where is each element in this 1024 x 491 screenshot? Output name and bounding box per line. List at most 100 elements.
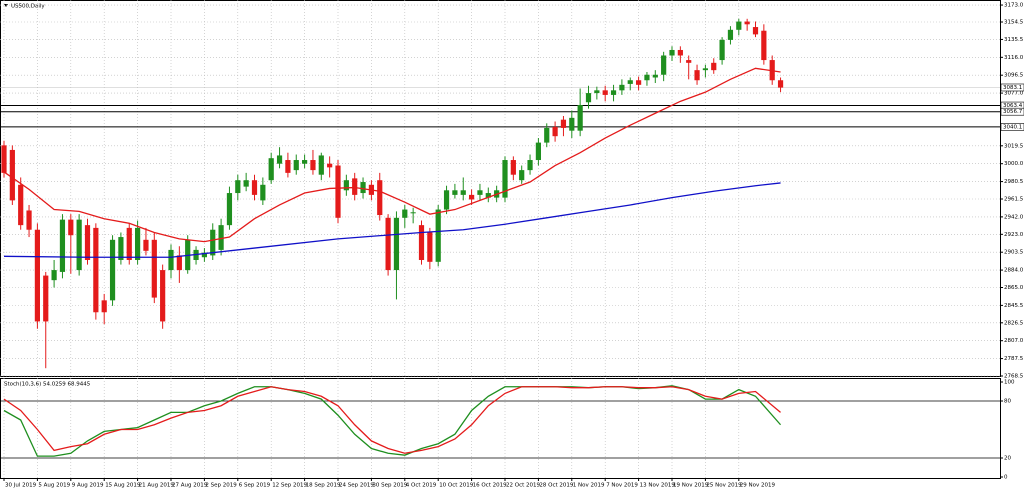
y-tick-label: 3077.0 [1004, 91, 1024, 97]
x-tick-label: 19 Nov 2019 [673, 483, 709, 489]
candle-body [135, 227, 141, 260]
candle-body [485, 193, 491, 198]
candle-body [393, 217, 400, 271]
candle-body [519, 170, 525, 181]
candle-body [93, 227, 99, 313]
candle-body [327, 163, 333, 168]
candle-body [610, 90, 617, 95]
candle-body [243, 180, 249, 187]
candle-body [360, 182, 366, 194]
level-label: 3040.1 [1003, 124, 1022, 130]
x-tick-label: 13 Nov 2019 [640, 483, 676, 489]
candle-body [210, 229, 216, 256]
candle-body [260, 184, 266, 201]
candle-body [18, 184, 24, 226]
candle-body [527, 160, 533, 171]
x-tick-label: 25 Nov 2019 [706, 483, 742, 489]
price-label: 3083.1 [1003, 85, 1022, 91]
candle-body [552, 127, 558, 137]
candle-body [694, 70, 700, 81]
y-tick-label: 2884.0 [1004, 268, 1024, 274]
candle-body [268, 158, 274, 181]
x-tick-label: 30 Sep 2019 [372, 483, 407, 489]
x-tick-label: 12 Sep 2019 [272, 483, 307, 489]
candle-body [235, 180, 241, 194]
candle-body [669, 49, 675, 56]
y-tick-label: 2807.0 [1004, 338, 1024, 344]
candle-body [218, 225, 224, 250]
x-tick-label: 5 Aug 2019 [38, 483, 70, 489]
x-tick-label: 28 Oct 2019 [539, 483, 574, 489]
candle-body [26, 210, 32, 230]
y-tick-label: 3000.0 [1004, 161, 1024, 167]
candle-body [377, 180, 383, 216]
y-tick-label: 3135.5 [1004, 37, 1024, 43]
candle-body [535, 142, 541, 161]
x-tick-label: 10 Oct 2019 [439, 483, 474, 489]
stoch-label: Stoch(10,3,6) 54.0259 68.9445 [4, 382, 91, 388]
x-tick-label: 21 Aug 2019 [139, 483, 175, 489]
candle-body [502, 160, 508, 198]
y-tick-label: 3173.0 [1004, 3, 1024, 9]
candle-body [427, 232, 433, 262]
y-tick-label: 2826.5 [1004, 320, 1024, 326]
candle-body [385, 217, 391, 271]
x-tick-label: 27 Aug 2019 [172, 483, 208, 489]
candle-body [594, 90, 600, 94]
x-tick-label: 7 Nov 2019 [606, 483, 638, 489]
candle-body [686, 60, 692, 63]
candle-body [636, 80, 642, 85]
candle-body [702, 68, 708, 71]
chart-title: US500,Daily [11, 4, 45, 10]
main-panel-frame [0, 0, 1001, 377]
candle-body [160, 270, 166, 322]
y-tick-label: 2787.5 [1004, 356, 1024, 362]
candle-body [109, 239, 116, 301]
candle-body [143, 239, 149, 251]
level-label-box [1000, 123, 1024, 131]
candle-body [402, 209, 408, 218]
candle-body [469, 194, 475, 200]
y-tick-label: 0 [1004, 475, 1008, 481]
stoch-line [3, 386, 781, 454]
candle-body [293, 160, 299, 171]
candle-body [168, 249, 174, 271]
candle-body [276, 155, 283, 164]
candle-body [302, 160, 308, 164]
candle-body [59, 219, 66, 272]
level-label-box [1000, 107, 1024, 116]
candle-body [544, 127, 550, 143]
candle-body [752, 27, 759, 35]
candle-body [410, 212, 416, 214]
y-tick-label: 20 [1004, 456, 1011, 462]
candle-body [9, 149, 15, 201]
candle-body [1, 145, 7, 173]
candle-body [201, 252, 207, 258]
y-tick-label: 2942.0 [1004, 214, 1024, 220]
candle-body [619, 84, 625, 91]
price-label-box [1000, 83, 1024, 92]
y-tick-label: 2923.0 [1004, 232, 1024, 238]
candle-body [335, 165, 341, 218]
candle-body [285, 160, 291, 173]
candle-body [43, 275, 49, 322]
candle-body [435, 209, 441, 262]
y-tick-label: 2980.5 [1004, 179, 1024, 185]
y-tick-label: 2961.5 [1004, 197, 1024, 203]
candle-body [76, 219, 82, 271]
candle-body [744, 21, 750, 25]
candle-body [151, 239, 157, 298]
candle-body [727, 29, 734, 40]
candle-body [719, 39, 725, 61]
y-tick-label: 3096.5 [1004, 73, 1024, 79]
y-tick-label: 3116.0 [1004, 55, 1024, 61]
candle-body [126, 227, 132, 260]
candle-body [51, 270, 57, 281]
stoch-panel-frame [0, 378, 1001, 479]
x-tick-label: 18 Sep 2019 [306, 483, 341, 489]
candle-body [176, 255, 182, 271]
candle-body [310, 160, 316, 171]
candle-body [318, 155, 324, 175]
y-tick-label: 2845.5 [1004, 303, 1024, 309]
